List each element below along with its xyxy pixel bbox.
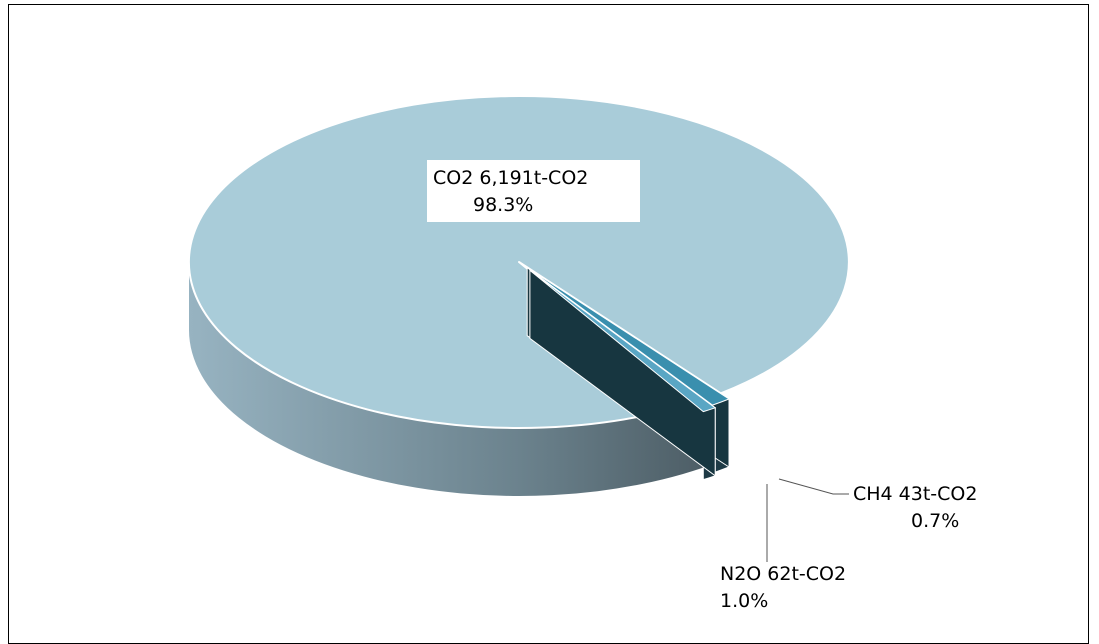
slice-n2o [526, 267, 730, 406]
label-n2o-value: N2O 62t-CO2 [720, 563, 846, 585]
label-n2o-percent: 1.0% [720, 590, 768, 612]
label-co2-percent: 98.3% [473, 194, 533, 216]
leader-line-ch4 [778, 478, 849, 495]
label-ch4-percent: 0.7% [911, 510, 959, 532]
pie-chart: CO2 6,191t-CO2 98.3% N2O 62t-CO2 1.0% CH4 43… [187, 95, 977, 612]
slice-side-co2 [189, 262, 721, 496]
data-labels: CO2 6,191t-CO2 98.3% N2O 62t-CO2 1.0% CH4 43… [427, 160, 977, 612]
label-ch4-value: CH4 43t-CO2 [853, 483, 977, 505]
slice-co2 [187, 95, 850, 429]
label-box-co2 [427, 160, 640, 222]
label-co2-value: CO2 6,191t-CO2 [433, 167, 588, 189]
leader-lines [766, 478, 849, 562]
small-slices-layer [526, 266, 730, 481]
slice-group-ch4 [529, 269, 716, 481]
slice-ch4 [529, 269, 716, 413]
pie-top-layer [187, 95, 850, 429]
